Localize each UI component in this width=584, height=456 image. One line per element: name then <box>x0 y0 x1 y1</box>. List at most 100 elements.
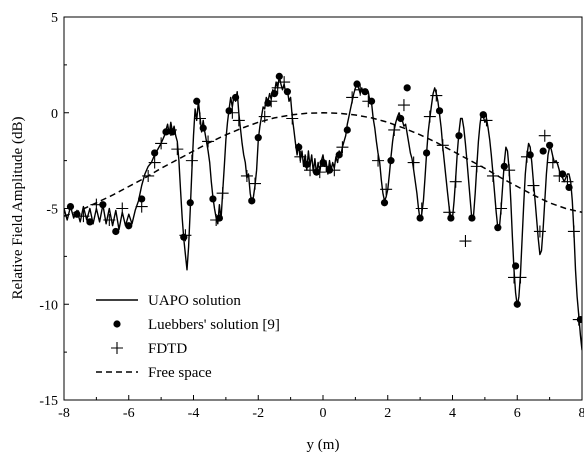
data-point-luebbers <box>353 80 361 88</box>
data-point-luebbers <box>209 195 217 203</box>
data-point-luebbers <box>361 88 369 96</box>
y-tick-label: -5 <box>46 203 58 218</box>
data-point-luebbers <box>295 143 303 151</box>
y-tick-label: -15 <box>39 394 58 409</box>
data-point-luebbers <box>380 199 389 207</box>
data-point-fdtd <box>397 99 410 112</box>
data-point-luebbers <box>526 151 534 159</box>
data-point-luebbers <box>193 97 201 105</box>
data-point-fdtd <box>171 143 184 156</box>
data-point-luebbers <box>468 214 476 222</box>
legend-item-luebbers: Luebbers' solution [9] <box>113 317 280 333</box>
y-tick-label: -10 <box>39 298 58 313</box>
data-point-fdtd <box>567 225 580 238</box>
data-point-luebbers <box>248 197 256 205</box>
data-point-fdtd <box>304 164 317 177</box>
data-point-fdtd <box>135 200 148 213</box>
data-point-fdtd <box>313 166 326 179</box>
data-point-luebbers <box>254 134 262 142</box>
data-point-luebbers <box>186 199 194 207</box>
y-tick-label: 0 <box>51 107 58 122</box>
data-point-luebbers <box>512 262 520 270</box>
data-point-fdtd <box>443 206 456 219</box>
data-point-fdtd <box>533 225 546 238</box>
legend-label: Free space <box>148 365 212 381</box>
legend-item-fdtd: FDTD <box>111 341 187 357</box>
data-point-fdtd <box>520 150 533 163</box>
legend-label: Luebbers' solution [9] <box>148 317 280 333</box>
data-point-fdtd <box>407 156 420 169</box>
data-point-fdtd <box>430 89 443 102</box>
data-point-fdtd <box>415 202 428 215</box>
data-point-luebbers <box>283 88 291 96</box>
data-point-fdtd <box>271 81 284 94</box>
x-tick-label: 2 <box>384 406 391 421</box>
data-point-fdtd <box>362 95 375 108</box>
data-point-fdtd <box>103 213 116 226</box>
data-point-luebbers <box>264 99 272 107</box>
data-point-luebbers <box>215 214 223 222</box>
data-point-fdtd <box>148 156 161 169</box>
data-point-luebbers <box>199 124 207 132</box>
data-point-fdtd <box>185 154 198 167</box>
data-point-luebbers <box>275 72 283 80</box>
data-point-fdtd <box>346 91 359 104</box>
data-point-luebbers <box>162 128 170 136</box>
data-point-luebbers <box>319 158 327 167</box>
x-axis-label: y (m) <box>307 437 340 453</box>
data-point-fdtd <box>503 164 516 177</box>
data-point-fdtd <box>572 313 582 326</box>
data-point-luebbers <box>303 160 311 169</box>
legend-label: FDTD <box>148 341 187 357</box>
data-point-fdtd <box>561 175 574 188</box>
data-point-fdtd <box>336 141 349 154</box>
data-point-luebbers <box>343 126 351 134</box>
data-point-luebbers <box>423 149 431 157</box>
x-tick-label: 4 <box>449 406 456 421</box>
data-point-fdtd <box>278 76 291 89</box>
data-point-luebbers <box>455 132 463 140</box>
y-axis-label: Relative Field Amplitude (dB) <box>10 117 26 300</box>
data-point-fdtd <box>354 83 367 96</box>
x-tick-label: 0 <box>320 406 327 421</box>
data-point-luebbers <box>494 224 502 232</box>
data-point-fdtd <box>527 179 540 192</box>
data-point-fdtd <box>193 112 206 125</box>
data-point-luebbers <box>86 218 94 226</box>
data-point-luebbers <box>387 157 395 165</box>
data-point-luebbers <box>231 93 240 102</box>
data-point-luebbers <box>479 111 487 119</box>
data-point-fdtd <box>436 139 449 152</box>
data-point-fdtd <box>294 150 307 163</box>
data-point-fdtd <box>155 137 168 150</box>
series-line-uapo <box>64 75 582 351</box>
legend: UAPO solution Luebbers' solution [9] FDT… <box>96 293 280 381</box>
data-point-fdtd <box>546 156 559 169</box>
x-tick-label: -8 <box>58 406 70 421</box>
data-point-fdtd <box>179 229 192 242</box>
data-point-luebbers <box>546 141 554 149</box>
data-point-fdtd <box>486 169 499 182</box>
x-tick-label: 6 <box>514 406 521 421</box>
x-tick-label: -4 <box>188 406 200 421</box>
data-point-luebbers <box>416 214 424 222</box>
data-point-fdtd <box>216 187 229 200</box>
data-point-luebbers <box>112 227 120 236</box>
x-axis: -8 -6 -4 -2 0 2 4 6 8 <box>58 395 584 421</box>
y-tick-label: 5 <box>51 11 58 26</box>
x-tick-label: 8 <box>579 406 584 421</box>
data-point-fdtd <box>320 160 333 173</box>
data-point-fdtd <box>328 164 341 177</box>
data-point-luebbers <box>99 201 107 209</box>
data-point-fdtd <box>372 154 385 167</box>
legend-item-uapo: UAPO solution <box>96 293 241 309</box>
legend-swatch-plus <box>111 342 123 354</box>
data-point-luebbers <box>151 149 159 157</box>
data-point-fdtd <box>380 183 393 196</box>
data-point-fdtd <box>538 129 551 142</box>
data-point-luebbers <box>180 233 188 241</box>
data-point-fdtd <box>388 123 401 136</box>
x-tick-label: -6 <box>123 406 135 421</box>
x-tick-label: -2 <box>252 406 264 421</box>
data-point-luebbers <box>539 147 547 155</box>
